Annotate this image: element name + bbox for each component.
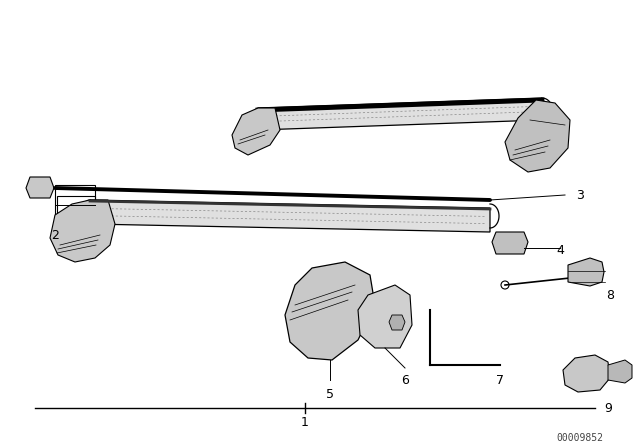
Bar <box>57 196 95 234</box>
Text: 7: 7 <box>496 374 504 387</box>
Polygon shape <box>608 360 632 383</box>
Text: 1: 1 <box>301 415 309 428</box>
Polygon shape <box>563 355 610 392</box>
Circle shape <box>503 235 517 249</box>
Text: 5: 5 <box>326 388 334 401</box>
Text: 6: 6 <box>401 374 409 387</box>
Circle shape <box>501 281 509 289</box>
Polygon shape <box>232 108 280 155</box>
Polygon shape <box>50 200 115 262</box>
Text: 8: 8 <box>606 289 614 302</box>
Polygon shape <box>358 285 412 348</box>
Polygon shape <box>492 232 528 254</box>
Bar <box>55 185 95 225</box>
Polygon shape <box>258 98 542 130</box>
Text: 9: 9 <box>604 401 612 414</box>
Text: 00009852: 00009852 <box>557 433 604 443</box>
Polygon shape <box>389 315 405 330</box>
Text: 3: 3 <box>576 189 584 202</box>
Polygon shape <box>90 200 490 232</box>
Polygon shape <box>505 100 570 172</box>
Polygon shape <box>568 258 604 286</box>
Polygon shape <box>26 177 54 198</box>
Polygon shape <box>285 262 375 360</box>
Text: 4: 4 <box>556 244 564 257</box>
Text: 2: 2 <box>51 228 59 241</box>
